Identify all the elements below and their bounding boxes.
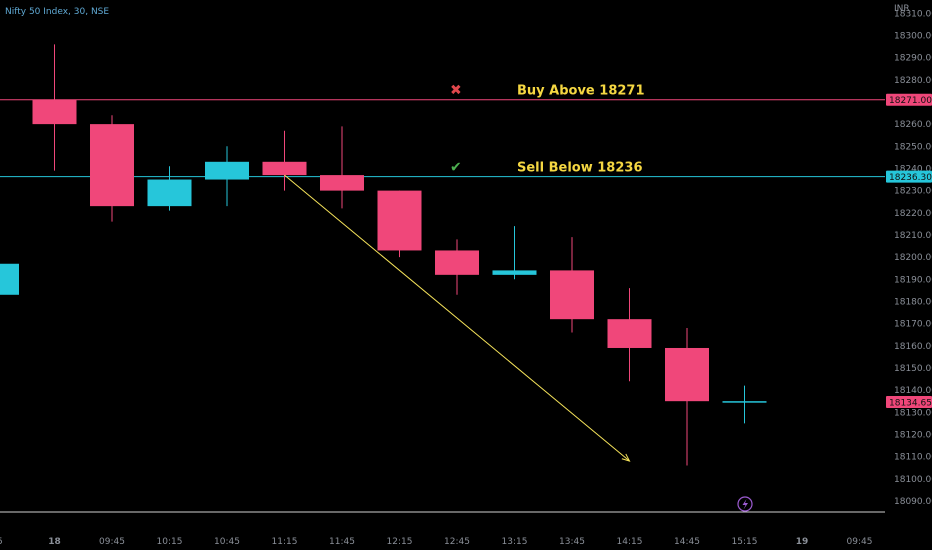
- y-tick-label: 18210.00: [894, 231, 932, 241]
- candle-body: [32, 99, 77, 125]
- y-tick-label: 18290.00: [894, 54, 932, 64]
- y-axis: 18090.00 18100.00 18110.00 18120.00 18130.00…: [894, 9, 932, 507]
- price-tag: [886, 170, 932, 183]
- y-tick-label: 18190.00: [894, 275, 932, 285]
- chart-title: Nifty 50 Index, 30, NSE: [5, 7, 109, 17]
- candle-body: [435, 250, 479, 275]
- y-tick-label: 18240.00: [894, 164, 932, 174]
- candle-body: [492, 270, 537, 275]
- x-axis: 15 18 09:45 10:15 10:45 11:15 11:45 12:15 12:45 1…: [0, 537, 872, 547]
- y-tick-label: 18220.00: [894, 209, 932, 219]
- x-tick-label: 18: [48, 537, 61, 547]
- x-tick-label: 11:15: [272, 537, 298, 547]
- overlay: 18134.65: [284, 174, 932, 462]
- candle-body: [205, 161, 249, 180]
- x-tick-label: 09:45: [99, 537, 125, 547]
- price-levels: 18271.00 Buy Above 18271 ✖ 18236.30 Sell Bel…: [0, 83, 932, 183]
- y-tick-label: 18230.00: [894, 187, 932, 197]
- x-tick-label: 14:15: [617, 537, 643, 547]
- y-tick-label: 18110.00: [894, 453, 932, 463]
- y-tick-label: 18280.00: [894, 76, 932, 86]
- x-tick-label: 15: [0, 537, 3, 547]
- candle-body: [722, 401, 767, 403]
- trend-arrow-head: [621, 453, 631, 462]
- x-tick-label: 10:45: [214, 537, 240, 547]
- x-tick-label: 11:45: [329, 537, 355, 547]
- candle-body: [147, 179, 192, 207]
- y-tick-label: 18150.00: [894, 364, 932, 374]
- x-tick-label: 15:15: [732, 537, 758, 547]
- lightning-icon[interactable]: [737, 496, 753, 512]
- y-tick-label: 18180.00: [894, 297, 932, 307]
- x-tick-label: 10:15: [157, 537, 183, 547]
- y-tick-label: 18140.00: [894, 386, 932, 396]
- y-tick-label: 18130.00: [894, 408, 932, 418]
- y-tick-label: 18120.00: [894, 430, 932, 440]
- candles: [0, 44, 767, 466]
- trend-arrow: [284, 174, 630, 462]
- y-tick-label: 18260.00: [894, 120, 932, 130]
- x-tick-label: 13:45: [559, 537, 585, 547]
- x-tick-label: 12:45: [444, 537, 470, 547]
- y-tick-label: 18250.00: [894, 142, 932, 152]
- y-tick-label: 18160.00: [894, 342, 932, 352]
- candle-body: [377, 190, 422, 251]
- y-tick-label: 18090.00: [894, 497, 932, 507]
- y-tick-label: 18300.00: [894, 31, 932, 41]
- level-annotation: Buy Above 18271: [517, 84, 645, 99]
- candle-body: [0, 263, 19, 295]
- y-tick-label: 18200.00: [894, 253, 932, 263]
- candle-body: [320, 175, 364, 191]
- price-tag-label: 18271.00: [889, 96, 932, 106]
- x-tick-label: 12:15: [387, 537, 413, 547]
- candle-body: [607, 319, 652, 348]
- last-price-label: 18134.65: [889, 398, 932, 408]
- level-annotation: Sell Below 18236: [517, 161, 643, 176]
- check-icon: ✔: [450, 160, 462, 176]
- y-tick-label: 18170.00: [894, 320, 932, 330]
- x-tick-label: 09:45: [847, 537, 873, 547]
- candle-body: [665, 347, 709, 402]
- x-tick-label: 14:45: [674, 537, 700, 547]
- candle-body: [550, 270, 594, 320]
- price-tag-label: 18236.30: [889, 173, 932, 183]
- cross-icon: ✖: [450, 83, 462, 99]
- currency-label: INR: [894, 4, 910, 14]
- last-price-tag: [886, 395, 932, 408]
- x-tick-label: 13:15: [502, 537, 528, 547]
- price-tag: [886, 93, 932, 106]
- x-tick-label: 19: [796, 537, 809, 547]
- y-tick-label: 18310.00: [894, 9, 932, 19]
- candle-body: [262, 161, 307, 176]
- candle-body: [90, 124, 134, 207]
- y-tick-label: 18100.00: [894, 475, 932, 485]
